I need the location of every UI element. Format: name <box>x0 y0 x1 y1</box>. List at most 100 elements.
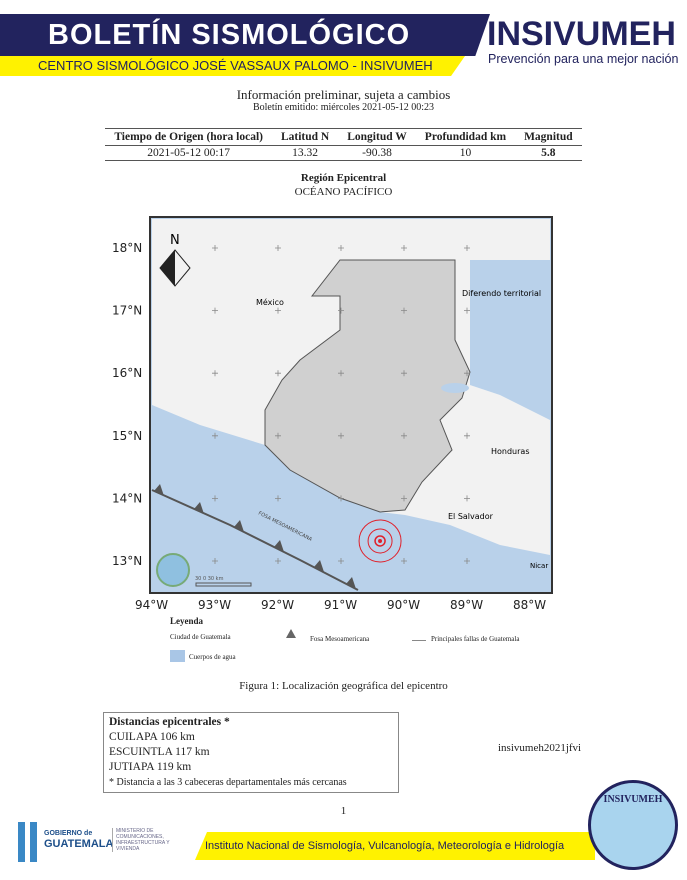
lat-tick-label: 16°N <box>112 366 142 380</box>
distance-item: CUILAPA 106 km <box>109 731 195 743</box>
distances-note: * Distancia a las 3 cabeceras departamen… <box>109 777 347 788</box>
label-el-salvador: El Salvador <box>448 512 494 521</box>
table-row: 2021-05-12 00:17 13.32 -90.38 10 5.8 <box>105 145 582 161</box>
grid-cross <box>401 432 407 439</box>
north-label: N <box>170 233 180 248</box>
grid-cross <box>212 495 218 502</box>
epicenter-ring <box>367 528 393 554</box>
scale-bar-label: 30 0 30 km <box>195 576 224 582</box>
lon-tick-label: 91°W <box>324 598 357 612</box>
grid-cross <box>338 495 344 502</box>
subtitle-band <box>0 56 465 76</box>
grid-cross <box>212 558 218 564</box>
grid-cross <box>464 370 470 377</box>
guatemala-land <box>264 259 471 513</box>
header-lon: Longitud W <box>338 128 416 146</box>
epicenter-dot <box>378 538 383 543</box>
lon-tick-label: 90°W <box>387 598 420 612</box>
region-label: Región Epicentral <box>300 172 387 184</box>
distance-item: JUTIAPA 119 km <box>109 761 192 773</box>
trench-legend-icon <box>286 629 296 638</box>
grid-cross <box>464 495 470 502</box>
lon-tick-label: 92°W <box>261 598 294 612</box>
preliminary-notice: Información preliminar, sujeta a cambios <box>236 87 451 102</box>
lat-tick-label: 13°N <box>112 554 142 568</box>
grid-cross <box>401 558 407 564</box>
lake-izabal <box>441 383 469 393</box>
cell-time: 2021-05-12 00:17 <box>105 145 272 161</box>
grid-cross <box>401 370 407 377</box>
label-diferendo: Diferendo territorial <box>462 289 541 298</box>
grid-cross <box>464 245 470 251</box>
gov-name: GUATEMALA <box>44 838 114 850</box>
header-magnitude: Magnitud <box>515 128 582 146</box>
grid-cross <box>401 495 407 502</box>
legend-faults: Principales fallas de Guatemala <box>431 635 520 643</box>
grid-cross <box>212 245 218 251</box>
lon-tick-label: 88°W <box>513 598 546 612</box>
lat-tick-label: 15°N <box>112 429 142 443</box>
legend-title: Leyenda <box>170 616 204 626</box>
header-lat: Latitud N <box>271 128 339 146</box>
trench-triangle-icon <box>194 502 204 514</box>
grid-cross <box>338 307 344 314</box>
gov-logo-icon <box>18 822 25 862</box>
grid-cross <box>212 307 218 314</box>
cell-depth: 10 <box>415 145 516 161</box>
label-mexico: México <box>256 297 284 307</box>
cell-lat: 13.32 <box>271 145 339 161</box>
trench-triangle-icon <box>274 540 284 552</box>
page-number: 1 <box>340 805 347 817</box>
issued-date: Boletín emitido: miércoles 2021-05-12 00… <box>252 102 435 113</box>
gov-label: GOBIERNO de <box>44 830 93 837</box>
grid-cross <box>212 370 218 377</box>
scale-bar <box>195 582 252 587</box>
grid-cross <box>275 495 281 502</box>
label-honduras: Honduras <box>491 447 530 456</box>
grid-cross <box>338 432 344 439</box>
trench-triangle-icon <box>154 484 164 496</box>
header-time: Tiempo de Origen (hora local) <box>105 128 272 146</box>
lon-tick-label: 94°W <box>135 598 168 612</box>
grid-cross <box>464 307 470 314</box>
bulletin-title: BOLETÍN SISMOLÓGICO <box>48 19 411 51</box>
grid-cross <box>338 370 344 377</box>
lon-tick-label: 89°W <box>450 598 483 612</box>
cell-magnitude: 5.8 <box>515 145 582 161</box>
header-depth: Profundidad km <box>415 128 516 146</box>
lat-tick-label: 17°N <box>112 304 142 318</box>
event-table: Tiempo de Origen (hora local) Latitud N Lo… <box>105 128 582 161</box>
distances-box: Distancias epicentrales * CUILAPA 106 km… <box>103 712 399 793</box>
cell-lon: -90.38 <box>338 145 416 161</box>
brand-logo: INSIVUMEH <box>487 15 676 53</box>
water-legend-icon <box>170 650 185 662</box>
grid-cross <box>275 245 281 251</box>
region-value: OCÉANO PACÍFICO <box>294 186 393 198</box>
brand-tagline: Prevención para una mejor nación <box>488 52 679 66</box>
seal-text: INSIVUMEH <box>603 794 663 805</box>
grid-cross <box>464 558 470 564</box>
figure-caption: Figura 1: Localización geográfica del ep… <box>239 680 448 692</box>
grid-cross <box>338 245 344 251</box>
distances-title: Distancias epicentrales * <box>109 716 230 728</box>
insivumeh-seal: INSIVUMEH <box>588 780 678 870</box>
epicenter-marker-icon <box>374 535 386 547</box>
trench-triangle-icon <box>234 520 244 532</box>
trench-triangle-icon <box>314 560 324 572</box>
insivumeh-seal-icon <box>156 553 190 587</box>
grid-cross <box>464 432 470 439</box>
grid-cross <box>212 432 218 439</box>
grid-cross <box>275 307 281 314</box>
header-band <box>0 14 490 56</box>
grid-cross <box>275 432 281 439</box>
bulletin-subtitle: CENTRO SISMOLÓGICO JOSÉ VASSAUX PALOMO -… <box>38 58 433 73</box>
trench-triangle-icon <box>346 577 356 589</box>
lon-tick-label: 93°W <box>198 598 231 612</box>
lat-tick-label: 18°N <box>112 241 142 255</box>
grid-cross <box>338 558 344 564</box>
label-nicaragua: Nicar <box>530 562 548 570</box>
fault-legend-icon <box>412 640 426 641</box>
institute-name: Instituto Nacional de Sismología, Vulcan… <box>205 840 565 852</box>
lat-tick-label: 14°N <box>112 491 142 505</box>
